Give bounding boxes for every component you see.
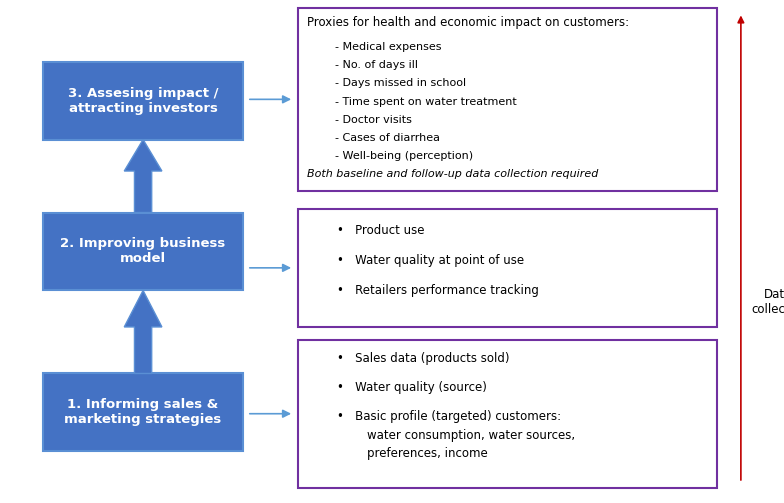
Text: - Cases of diarrhea: - Cases of diarrhea xyxy=(335,133,440,143)
FancyBboxPatch shape xyxy=(298,209,717,327)
Text: •   Product use: • Product use xyxy=(337,224,425,237)
Text: preferences, income: preferences, income xyxy=(367,447,488,460)
Text: •   Basic profile (targeted) customers:: • Basic profile (targeted) customers: xyxy=(337,410,561,424)
Text: •   Retailers performance tracking: • Retailers performance tracking xyxy=(337,284,539,297)
Text: Data
collected: Data collected xyxy=(751,288,784,316)
Text: water consumption, water sources,: water consumption, water sources, xyxy=(367,429,575,442)
Text: - Days missed in school: - Days missed in school xyxy=(335,78,466,89)
FancyBboxPatch shape xyxy=(43,61,243,140)
Text: 2. Improving business
model: 2. Improving business model xyxy=(60,237,226,266)
Text: •   Water quality (source): • Water quality (source) xyxy=(337,381,487,394)
Text: - Doctor visits: - Doctor visits xyxy=(335,115,412,125)
Text: 3. Assesing impact /
attracting investors: 3. Assesing impact / attracting investor… xyxy=(68,87,218,115)
Text: - Time spent on water treatment: - Time spent on water treatment xyxy=(335,97,517,107)
Text: - No. of days ill: - No. of days ill xyxy=(335,60,418,70)
Text: 1. Informing sales &
marketing strategies: 1. Informing sales & marketing strategie… xyxy=(64,398,222,427)
FancyBboxPatch shape xyxy=(298,8,717,191)
FancyBboxPatch shape xyxy=(43,373,243,452)
Polygon shape xyxy=(124,140,162,212)
Text: •   Water quality at point of use: • Water quality at point of use xyxy=(337,254,524,267)
FancyBboxPatch shape xyxy=(43,212,243,291)
Text: Both baseline and follow-up data collection required: Both baseline and follow-up data collect… xyxy=(307,169,599,179)
FancyBboxPatch shape xyxy=(298,340,717,488)
Text: Proxies for health and economic impact on customers:: Proxies for health and economic impact o… xyxy=(307,16,630,29)
Text: - Medical expenses: - Medical expenses xyxy=(335,42,441,52)
Text: - Well-being (perception): - Well-being (perception) xyxy=(335,151,473,161)
Polygon shape xyxy=(124,291,162,373)
Text: •   Sales data (products sold): • Sales data (products sold) xyxy=(337,352,510,365)
